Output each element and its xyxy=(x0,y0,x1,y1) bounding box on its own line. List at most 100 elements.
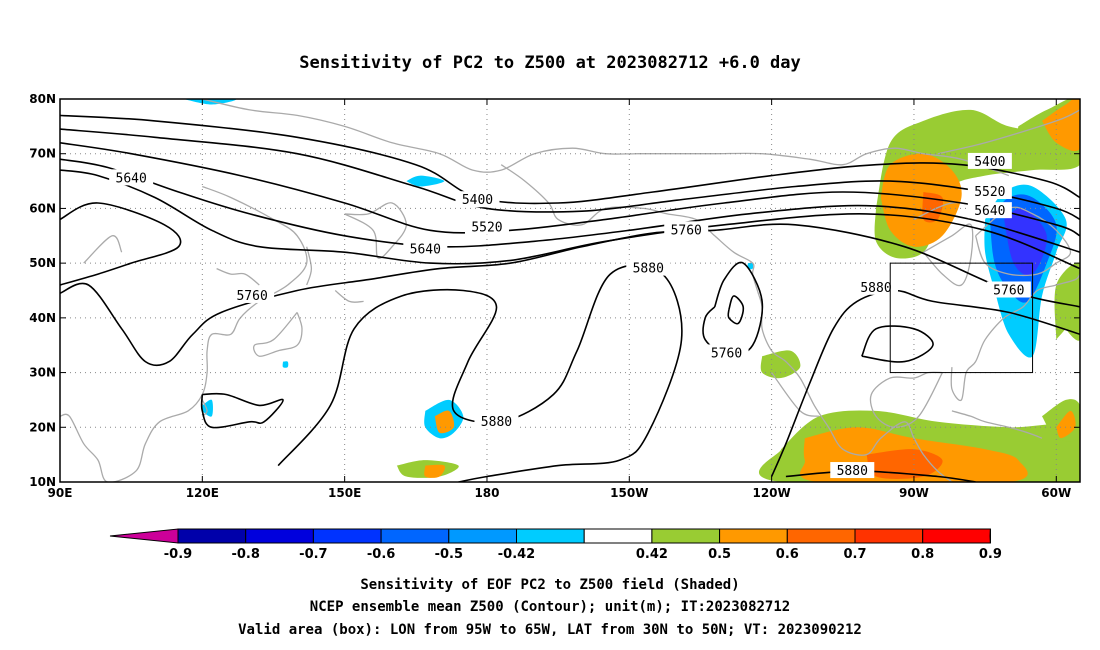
colorbar-label: -0.5 xyxy=(435,547,463,562)
shaded-region xyxy=(424,464,446,478)
colorbar-label: -0.42 xyxy=(498,547,535,562)
colorbar-label: 0.8 xyxy=(911,547,934,562)
colorbar-box xyxy=(583,528,653,544)
shaded-region xyxy=(1042,99,1080,152)
contour-labels: 5640 5400 5520 5640 5760 5760 5880 5760 5880 5400… xyxy=(109,152,1031,479)
colorbar-box xyxy=(516,528,585,544)
y-tick-label: 40N xyxy=(29,311,56,325)
colorbar-label: -0.8 xyxy=(231,547,259,562)
colorbar-box xyxy=(854,528,924,544)
contour-label-bg xyxy=(455,191,500,208)
colorbar-label: -0.6 xyxy=(367,547,395,562)
colorbar-box xyxy=(651,528,721,544)
colorbar: -0.9 -0.8 -0.7 -0.6 -0.5 -0.42 0.42 0.5 0.6 0.7 0.… xyxy=(109,528,1002,562)
valid-area-box xyxy=(889,262,1034,374)
colorbar-box xyxy=(719,528,788,544)
shaded-region xyxy=(880,153,962,247)
y-tick-label: 50N xyxy=(29,256,56,270)
contour-label: 5520 xyxy=(471,221,502,236)
coastline xyxy=(951,410,1043,439)
coastline xyxy=(922,223,974,287)
map-area: 5640 5400 5520 5640 5760 5760 5880 5760 5880 5400… xyxy=(29,92,1081,500)
contour-label: 5400 xyxy=(462,193,493,208)
contour-label: 5760 xyxy=(236,289,267,304)
contour-label-bg xyxy=(464,218,509,235)
y-tick-label: 30N xyxy=(29,366,56,380)
x-tick-label: 150E xyxy=(328,486,361,500)
x-tick-label: 150W xyxy=(610,486,648,500)
colorbar-label: 0.42 xyxy=(636,547,668,562)
colorbar-box xyxy=(786,528,856,544)
shaded-region xyxy=(406,175,445,187)
colorbar-label: -0.9 xyxy=(164,547,192,562)
y-tick-label: 20N xyxy=(29,420,56,434)
contour-5640 xyxy=(60,169,1080,270)
colorbar-left-triangle xyxy=(109,528,179,544)
contour-label-bg xyxy=(109,169,154,186)
chart-title: Sensitivity of PC2 to Z500 at 2023082712… xyxy=(299,53,801,73)
contour-label-bg xyxy=(230,286,275,303)
coastline xyxy=(937,109,1080,155)
contour-label: 5880 xyxy=(837,464,868,479)
caption-line-3: Valid area (box): LON from 95W to 65W, L… xyxy=(238,622,862,638)
contour-5760 xyxy=(60,223,1080,367)
x-tick-label: 90E xyxy=(48,486,73,500)
contour-label: 5640 xyxy=(116,171,147,186)
contour-5880 xyxy=(861,325,934,363)
shaded-region xyxy=(1056,410,1076,439)
contour-label: 5640 xyxy=(974,204,1005,219)
shaded-region xyxy=(747,262,754,270)
map-frame xyxy=(59,98,1081,483)
shaded-region xyxy=(183,99,237,105)
colorbar-label: 0.5 xyxy=(708,547,731,562)
colorbar-label: 0.7 xyxy=(843,547,866,562)
x-tick-label: 180 xyxy=(474,486,499,500)
coastline xyxy=(771,372,820,417)
contour-label-bg xyxy=(830,462,875,479)
contour-label-bg xyxy=(664,221,709,238)
contour-label-bg xyxy=(967,202,1012,219)
coastline xyxy=(202,99,1010,177)
contour-label-bg xyxy=(403,240,448,257)
x-tick-label: 90W xyxy=(899,486,929,500)
contour-label-bg xyxy=(967,183,1012,200)
contour-5580 xyxy=(60,158,1080,253)
coastline xyxy=(83,235,123,264)
shaded-region xyxy=(1004,208,1047,276)
coastline xyxy=(869,371,943,428)
shaded-region xyxy=(434,410,455,434)
contour-label: 5760 xyxy=(671,223,702,238)
shaded-region xyxy=(760,350,801,379)
colorbar-label: 0.6 xyxy=(776,547,799,562)
coastline xyxy=(306,246,313,286)
coastline xyxy=(344,202,407,259)
shaded-region xyxy=(282,361,289,368)
x-tick-label: 120E xyxy=(186,486,219,500)
colorbar-box xyxy=(177,528,247,544)
contour-5700 xyxy=(60,202,182,286)
coastline xyxy=(60,185,308,482)
contour-label: 5640 xyxy=(410,242,441,257)
coastline xyxy=(253,311,303,357)
contour-5520 xyxy=(60,142,1080,237)
contour-label-bg xyxy=(474,412,519,429)
colorbar-label: -0.7 xyxy=(299,547,327,562)
contour-5880 xyxy=(785,470,976,482)
contour-label: 5400 xyxy=(974,155,1005,170)
contour-label: 5880 xyxy=(481,415,512,430)
contour-label: 5880 xyxy=(633,262,664,277)
axis-ticks: 90E 120E 150E 180 150W 120W 90W 60W 10N 20N 30N 40N… xyxy=(29,92,1080,500)
contour-5880 xyxy=(770,289,1080,477)
y-tick-label: 60N xyxy=(29,201,56,215)
coastline xyxy=(216,267,260,286)
x-tick-label: 60W xyxy=(1041,486,1071,500)
z500-contours xyxy=(60,114,1080,482)
contour-label-bg xyxy=(704,344,749,361)
contour-5400 xyxy=(60,114,1080,205)
shaded-region xyxy=(1054,262,1080,340)
contour-5760 xyxy=(727,295,745,325)
x-tick-label: 120W xyxy=(752,486,790,500)
caption-line-1: Sensitivity of EOF PC2 to Z500 field (Sh… xyxy=(360,577,739,593)
coastline xyxy=(974,206,1072,277)
